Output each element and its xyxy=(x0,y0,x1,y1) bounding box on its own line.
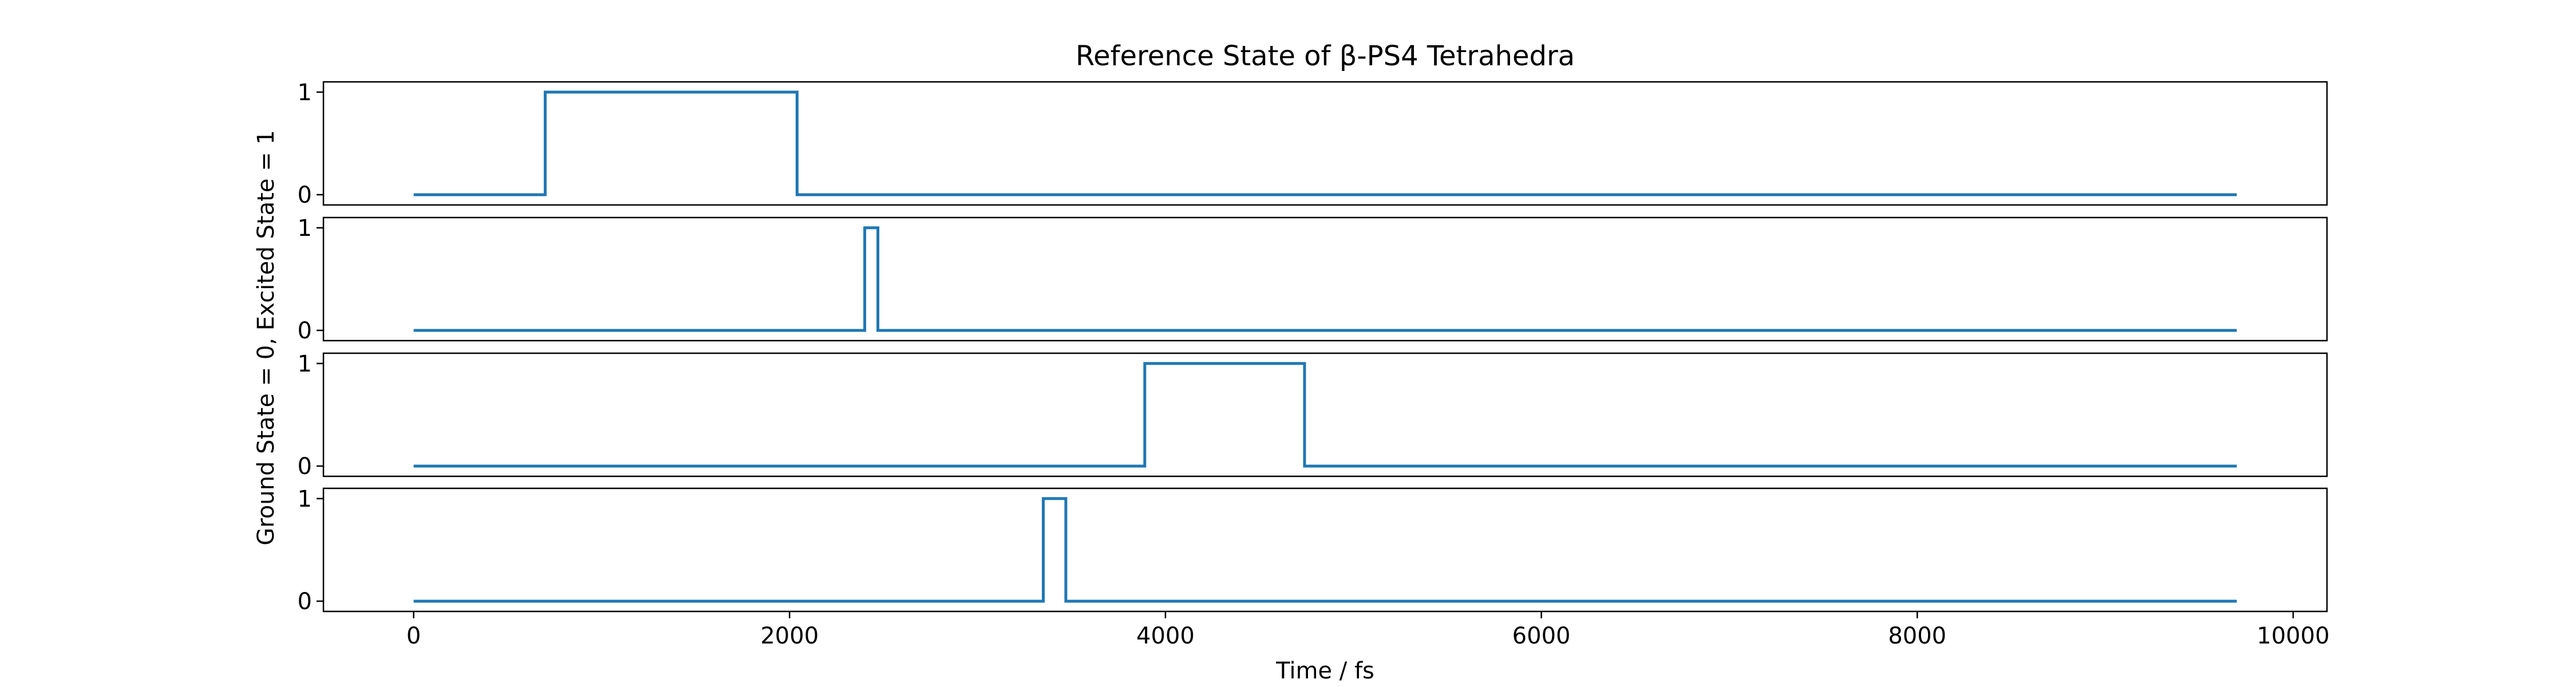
x-axis-label: Time / fs xyxy=(1275,658,1374,684)
x-tick-label: 6000 xyxy=(1512,623,1571,649)
series-line-2 xyxy=(413,226,2237,332)
y-tick-label: 0 xyxy=(298,182,312,208)
subplot-frame-2 xyxy=(322,216,2328,342)
x-tick-label: 2000 xyxy=(760,623,819,649)
series-line-4 xyxy=(413,497,2237,603)
y-tick-label: 1 xyxy=(298,351,312,377)
y-tick-label: 1 xyxy=(298,80,312,106)
series-line-3 xyxy=(413,362,2237,468)
y-tick-label: 1 xyxy=(298,215,312,242)
x-tick-label: 10000 xyxy=(2257,623,2329,649)
x-tick-label: 4000 xyxy=(1136,623,1195,649)
chart-title: Reference State of β-PS4 Tetrahedra xyxy=(1076,40,1575,72)
x-tick-label: 0 xyxy=(406,623,421,649)
subplot-4: 01 xyxy=(298,486,2328,615)
subplot-2: 01 xyxy=(298,215,2328,344)
y-tick-label: 0 xyxy=(298,453,312,480)
y-tick-label: 1 xyxy=(298,486,312,512)
subplot-frame-3 xyxy=(322,352,2328,477)
subplot-frame-1 xyxy=(322,81,2328,206)
subplot-frame-4 xyxy=(322,487,2328,613)
x-axis: 0 2000 4000 6000 8000 10000 xyxy=(406,611,2330,649)
y-tick-label: 0 xyxy=(298,589,312,615)
subplot-1: 01 xyxy=(298,80,2328,208)
subplot-3: 01 xyxy=(298,351,2328,480)
y-tick-label: 0 xyxy=(298,318,312,344)
series-line-1 xyxy=(413,90,2237,196)
x-tick-label: 8000 xyxy=(1888,623,1946,649)
y-axis-label: Ground State = 0, Excited State = 1 xyxy=(253,130,279,546)
